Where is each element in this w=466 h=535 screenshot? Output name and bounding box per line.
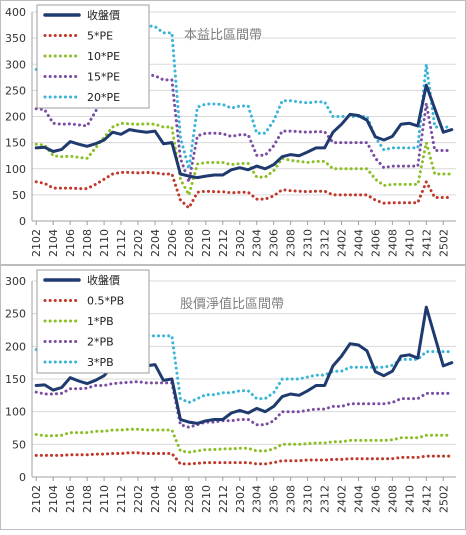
x-tick-label: 2104 (47, 229, 60, 257)
y-tick-label: 300 (5, 58, 26, 71)
x-tick-label: 2202 (132, 485, 145, 513)
x-tick-label: 2302 (234, 229, 247, 257)
x-tick-label: 2212 (217, 229, 230, 257)
x-tick-label: 2310 (302, 229, 315, 257)
series-line-2 (34, 427, 454, 454)
series-line-4 (34, 332, 454, 404)
series-line-1 (34, 451, 454, 466)
legend-label-3: 15*PE (87, 71, 120, 84)
x-tick-label: 2406 (369, 485, 382, 513)
x-tick-label: 2502 (437, 229, 450, 257)
y-tick-label: 250 (5, 308, 26, 321)
legend-label-1: 0.5*PB (87, 295, 124, 308)
y-tick-label: 350 (5, 32, 26, 45)
legend-label-0: 收盤價 (87, 8, 120, 22)
legend-label-2: 10*PE (87, 50, 120, 63)
series-line-2 (34, 121, 454, 197)
legend-label-2: 1*PB (87, 315, 114, 328)
pe-band-chart-panel: 0 50 100 150 200 250 300 350 400 2102 2104 2106 2108… (0, 0, 466, 265)
x-tick-label: 2210 (200, 229, 213, 257)
x-tick-label: 2206 (166, 229, 179, 257)
x-tick-label: 2406 (369, 229, 382, 257)
x-tick-label: 2310 (302, 485, 315, 513)
y-tick-label: 0 (19, 215, 26, 228)
x-tick-label: 2410 (403, 229, 416, 257)
x-tick-label: 2204 (149, 485, 162, 513)
x-tick-label: 2402 (336, 229, 349, 257)
x-tick-label: 2110 (98, 485, 111, 513)
series-line-1 (34, 170, 454, 210)
legend-box (36, 4, 150, 109)
legend-label-1: 5*PE (87, 30, 113, 43)
y-tick-label: 150 (5, 137, 26, 150)
pb-band-chart-panel: 0 50 100 150 200 250 300 2102 2104 2106 2108 2110 21… (0, 265, 466, 530)
series-line-0 (34, 83, 454, 180)
x-tick-label: 2306 (268, 485, 281, 513)
x-tick-label: 2404 (352, 485, 365, 513)
x-tick-label: 2208 (183, 485, 196, 513)
x-tick-label: 2204 (149, 229, 162, 257)
x-tick-label: 2502 (437, 485, 450, 513)
pb-band-chart: 0 50 100 150 200 250 300 2102 2104 2106 2108 2110 21… (0, 265, 466, 530)
legend-label-0: 收盤價 (87, 273, 120, 287)
legend-label-3: 2*PB (87, 336, 114, 349)
x-tick-label: 2212 (217, 485, 230, 513)
x-tick-label: 2408 (386, 485, 399, 513)
series-line-4 (34, 23, 454, 171)
x-tick-label: 2408 (386, 229, 399, 257)
x-tick-label: 2210 (200, 485, 213, 513)
x-tick-label: 2312 (319, 229, 332, 257)
x-tick-label: 2104 (47, 485, 60, 513)
y-tick-label: 100 (5, 163, 26, 176)
series-line-0 (34, 305, 454, 425)
x-tick-label: 2402 (336, 485, 349, 513)
x-tick-label: 2112 (115, 229, 128, 257)
x-tick-label: 2208 (183, 229, 196, 257)
y-tick-label: 0 (19, 471, 26, 484)
legend-label-4: 20*PE (87, 91, 120, 104)
y-tick-label: 100 (5, 406, 26, 419)
x-tick-label: 2202 (132, 229, 145, 257)
y-tick-label: 200 (5, 111, 26, 124)
x-tick-label: 2206 (166, 485, 179, 513)
x-tick-label: 2306 (268, 229, 281, 257)
x-tick-label: 2404 (352, 229, 365, 257)
y-tick-label: 300 (5, 275, 26, 288)
y-tick-label: 150 (5, 373, 26, 386)
x-tick-label: 2312 (319, 485, 332, 513)
y-tick-label: 50 (12, 189, 26, 202)
x-tick-label: 2102 (30, 229, 43, 257)
x-tick-label: 2304 (251, 485, 264, 513)
y-tick-label: 50 (12, 438, 26, 451)
x-tick-label: 2108 (81, 485, 94, 513)
x-tick-label: 2304 (251, 229, 264, 257)
y-tick-label: 200 (5, 340, 26, 353)
legend-label-4: 3*PB (87, 356, 114, 369)
series-line-3 (34, 380, 454, 429)
y-tick-label: 250 (5, 84, 26, 97)
x-tick-label: 2108 (81, 229, 94, 257)
x-tick-label: 2412 (420, 229, 433, 257)
x-tick-label: 2110 (98, 229, 111, 257)
x-tick-label: 2106 (64, 485, 77, 513)
chart-title: 股價淨值比區間帶 (180, 296, 284, 312)
x-tick-label: 2410 (403, 485, 416, 513)
x-tick-label: 2106 (64, 229, 77, 257)
y-tick-label: 400 (5, 6, 26, 19)
x-tick-label: 2112 (115, 485, 128, 513)
x-tick-label: 2308 (285, 229, 298, 257)
x-tick-label: 2412 (420, 485, 433, 513)
chart-title: 本益比區間帶 (184, 28, 262, 43)
pe-band-chart: 0 50 100 150 200 250 300 350 400 2102 2104 2106 2108… (0, 0, 466, 265)
x-tick-label: 2302 (234, 485, 247, 513)
x-tick-label: 2308 (285, 485, 298, 513)
x-tick-label: 2102 (30, 485, 43, 513)
